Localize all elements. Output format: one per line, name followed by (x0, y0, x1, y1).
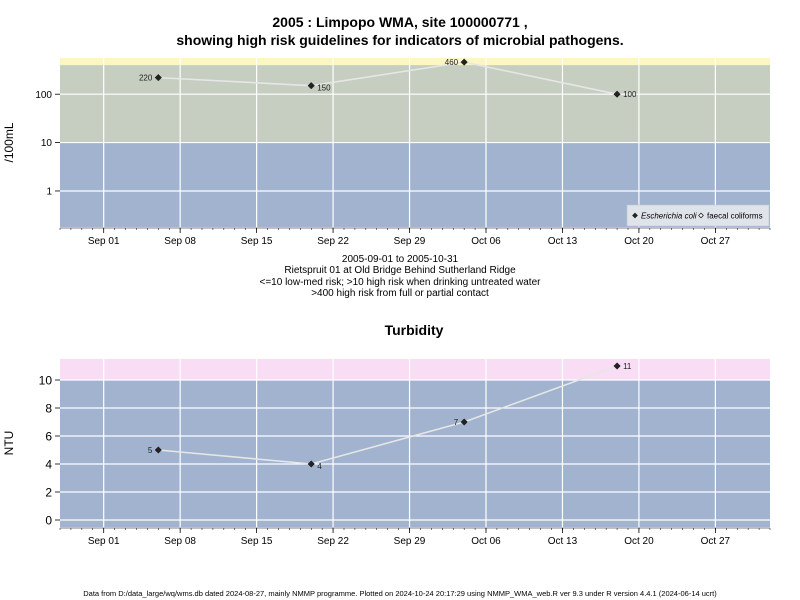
x-tick-label: Oct 27 (701, 236, 731, 247)
y-tick-label: 6 (45, 429, 52, 443)
legend-marker (632, 212, 638, 219)
y-axis-title: /100mL (2, 122, 16, 162)
y-tick-label: 1 (46, 187, 52, 198)
data-label: 7 (454, 418, 459, 427)
x-tick-label: Sep 08 (164, 536, 196, 547)
x-tick-label: Sep 22 (317, 536, 349, 547)
x-tick-label: Oct 13 (548, 236, 578, 247)
x-tick-label: Sep 01 (88, 536, 120, 547)
y-tick-label: 2 (45, 485, 52, 499)
x-tick-label: Oct 27 (701, 536, 731, 547)
x-tick-label: Oct 06 (471, 236, 501, 247)
turbidity-title: Turbidity (384, 322, 444, 338)
x-tick-label: Sep 22 (317, 236, 349, 247)
y-tick-label: 0 (45, 513, 52, 527)
data-label: 11 (623, 362, 632, 371)
y-tick-label: 8 (45, 401, 52, 415)
data-label: 460 (445, 58, 459, 67)
chart-title-line-1: 2005 : Limpopo WMA, site 100000771 , (272, 14, 528, 30)
legend-label: faecal coliforms (707, 212, 763, 221)
x-tick-label: Sep 08 (164, 236, 196, 247)
data-point-marker (460, 418, 468, 426)
data-point-marker (154, 446, 162, 454)
x-tick-label: Sep 29 (394, 236, 426, 247)
y-tick-label: 100 (35, 90, 52, 101)
chart-title-line-2: showing high risk guidelines for indicat… (176, 32, 624, 48)
x-tick-label: Oct 06 (471, 536, 501, 547)
risk-band-2-2 (60, 359, 770, 380)
x-tick-label: Oct 20 (624, 536, 654, 547)
caption-date-range: 2005-09-01 to 2005-10-31 (341, 254, 459, 265)
caption-site-name: Rietspruit 01 at Old Bridge Behind Suthe… (284, 265, 516, 276)
y-tick-label: 10 (41, 138, 53, 149)
series-line (158, 61, 618, 95)
data-label: 100 (623, 90, 637, 99)
legend-marker (698, 212, 704, 219)
risk-band-1-3 (60, 58, 770, 66)
data-label: 5 (148, 446, 153, 455)
y-tick-label: 4 (45, 457, 52, 471)
x-tick-label: Sep 29 (394, 536, 426, 547)
data-point-marker (613, 362, 621, 370)
data-point-marker (613, 90, 621, 98)
data-label: 150 (317, 84, 331, 93)
y-tick-label: 10 (39, 373, 53, 387)
risk-band-1-2 (60, 65, 770, 143)
x-tick-label: Sep 01 (88, 236, 120, 247)
y-axis-title: NTU (2, 431, 16, 456)
caption-risk-note-1: <=10 low-med risk; >10 high risk when dr… (259, 277, 541, 288)
x-tick-label: Sep 15 (241, 536, 273, 547)
x-tick-label: Oct 20 (624, 236, 654, 247)
x-tick-label: Sep 15 (241, 236, 273, 247)
data-point-marker (307, 82, 315, 90)
footer-note: Data from D:/data_large/wq/wms.db dated … (83, 589, 717, 598)
legend-label: Escherichia coli (641, 212, 697, 221)
risk-band-2-1 (60, 380, 770, 527)
caption-risk-note-2: >400 high risk from full or partial cont… (311, 288, 489, 299)
data-point-marker (460, 58, 468, 66)
data-label: 220 (139, 74, 153, 83)
data-point-marker (307, 460, 315, 468)
data-label: 4 (317, 462, 322, 471)
x-tick-label: Oct 13 (548, 536, 578, 547)
legend-box (626, 204, 770, 227)
data-point-marker (154, 73, 162, 82)
series-line (158, 365, 618, 465)
